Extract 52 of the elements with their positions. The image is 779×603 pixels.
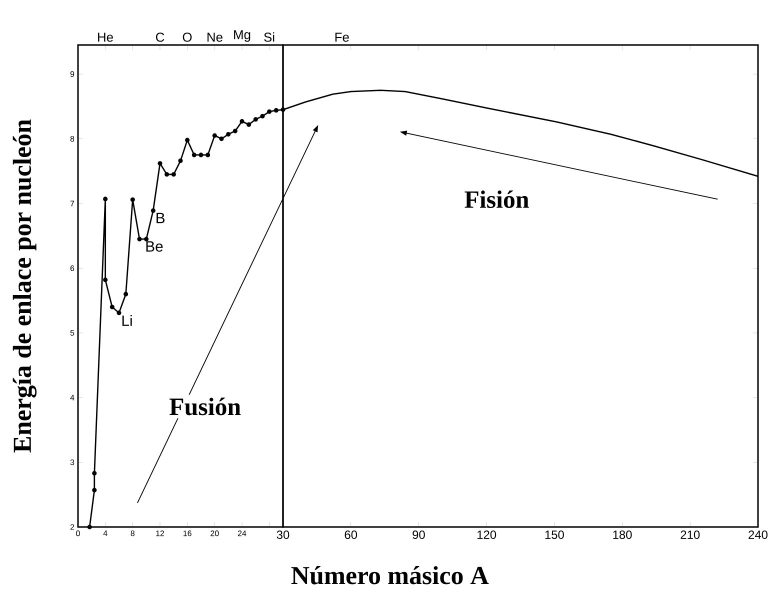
x-tick-label: 210 (680, 530, 700, 539)
y-axis-title: Energía de enlace por nucleón (12, 119, 37, 452)
point (150, 208, 156, 213)
point (158, 161, 162, 166)
x-tick-label: 90 (412, 530, 425, 539)
annotation: Fisión (464, 190, 529, 208)
text: Ne (208, 32, 222, 42)
point (116, 310, 122, 316)
text: Fe (335, 32, 349, 42)
text: O (182, 32, 192, 42)
point (232, 128, 238, 134)
x-tick-label: 180 (613, 530, 632, 539)
point (246, 122, 252, 127)
point (130, 197, 135, 202)
x-tick-label: 240 (748, 530, 768, 539)
point (137, 236, 142, 242)
point (171, 172, 176, 177)
point (92, 471, 97, 476)
annotation: Fusión (170, 398, 241, 416)
point (267, 109, 272, 114)
point (185, 138, 190, 142)
text: C (156, 32, 164, 42)
point (192, 152, 196, 158)
point (240, 119, 244, 124)
x-axis-title: Número másico A (291, 566, 489, 584)
point (103, 196, 108, 202)
point (92, 488, 97, 492)
annotation: Be (146, 241, 163, 252)
x-tick-label: 30 (276, 530, 290, 539)
point (178, 158, 183, 164)
point (206, 152, 210, 158)
point (253, 117, 258, 122)
x-tick-label: 150 (545, 530, 564, 539)
x-tick-label: 120 (478, 530, 496, 539)
point (103, 278, 108, 282)
annotation: B (156, 212, 165, 224)
point (219, 136, 224, 142)
text: Si (264, 32, 274, 42)
annotation: Li (122, 315, 132, 326)
point (87, 524, 92, 530)
point (110, 304, 114, 310)
point (260, 114, 265, 118)
x-tick-label: 60 (344, 530, 358, 539)
point (144, 236, 149, 242)
point (274, 108, 278, 113)
text: He (98, 32, 113, 42)
point (124, 292, 128, 296)
point (164, 172, 170, 177)
point (226, 132, 231, 137)
text: Mg (234, 30, 250, 42)
point (212, 133, 217, 138)
point (198, 152, 204, 158)
